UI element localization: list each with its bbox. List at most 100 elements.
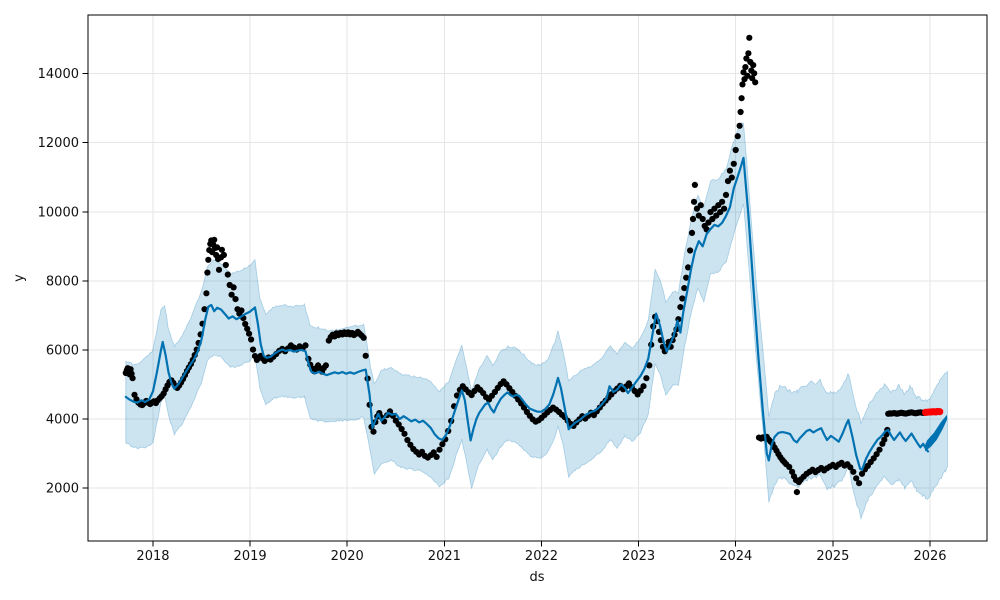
actual-point — [691, 181, 699, 188]
actual-point — [699, 215, 706, 223]
y-axis-ticks: 2000 4000 6000 8000 10000 12000 14000 — [38, 67, 88, 497]
actual-point — [881, 436, 888, 443]
actual-point — [362, 352, 369, 359]
actual-point — [204, 269, 211, 276]
actual-point — [439, 441, 446, 448]
actual-point — [734, 133, 741, 140]
actual-point — [719, 198, 726, 205]
actual-point — [248, 336, 255, 343]
y-tick-label: 12000 — [38, 136, 79, 151]
actual-point — [750, 62, 757, 69]
y-tick-label: 4000 — [46, 412, 79, 427]
actual-point — [398, 425, 405, 433]
plot-border — [87, 14, 988, 542]
actual-point — [242, 320, 249, 328]
actual-point — [360, 334, 367, 341]
actual-point — [436, 446, 443, 453]
x-tick-label: 2026 — [913, 549, 946, 564]
y-tick-label: 14000 — [38, 67, 79, 82]
actual-point — [681, 285, 688, 292]
y-tick-label: 10000 — [38, 205, 79, 220]
actual-point — [646, 362, 653, 369]
actual-point — [722, 191, 730, 198]
actual-point — [858, 470, 866, 477]
actual-point — [404, 436, 411, 444]
actual-point — [876, 446, 883, 453]
x-tick-label: 2020 — [331, 549, 364, 564]
actual-point — [742, 64, 749, 71]
actual-point — [728, 174, 735, 181]
actual-point — [793, 489, 801, 496]
actual-point — [856, 480, 863, 487]
x-axis-label: ds — [529, 570, 544, 585]
uncertainty-band — [125, 122, 948, 521]
x-tick-label: 2022 — [525, 549, 558, 564]
actual-point — [744, 72, 751, 79]
actual-point — [249, 346, 257, 353]
actual-point — [721, 205, 728, 212]
future-forecast-blob — [925, 414, 947, 452]
actual-point — [752, 79, 759, 86]
actual-point — [395, 421, 402, 428]
actual-point — [246, 330, 253, 337]
actual-point — [201, 306, 208, 313]
actual-point — [689, 215, 697, 223]
actual-point — [679, 295, 686, 302]
uncertainty-band-area — [125, 122, 948, 521]
actual-point — [687, 247, 694, 254]
actual-point — [203, 290, 210, 297]
forecast-line — [124, 156, 930, 472]
x-tick-label: 2019 — [234, 549, 267, 564]
actual-point — [732, 146, 739, 154]
actual-point — [218, 246, 225, 253]
x-tick-label: 2024 — [719, 549, 752, 564]
actual-point — [853, 475, 860, 482]
actual-point — [520, 404, 528, 411]
actual-point — [244, 325, 251, 332]
actual-point — [222, 261, 229, 269]
actual-point — [726, 167, 734, 174]
actual-point — [211, 236, 218, 243]
actual-point — [430, 449, 437, 456]
gridlines — [88, 15, 987, 541]
actual-point — [637, 387, 644, 394]
actual-point — [643, 375, 650, 382]
actual-point — [677, 304, 684, 311]
actual-point — [786, 463, 793, 470]
actual-point — [738, 95, 745, 102]
actual-point — [230, 284, 237, 291]
actual-point — [224, 271, 231, 278]
actual-point — [736, 122, 743, 129]
future-forecast-wedge — [925, 414, 947, 452]
x-tick-label: 2021 — [428, 549, 461, 564]
actual-point — [302, 342, 309, 349]
actual-point — [322, 362, 329, 369]
actual-point — [685, 264, 692, 271]
actual-point — [238, 307, 245, 314]
actual-point — [745, 50, 752, 57]
actual-point — [683, 274, 690, 281]
future-point-red — [936, 408, 944, 416]
forecast-yhat-line — [124, 156, 930, 472]
actual-point — [751, 70, 758, 77]
actual-point — [215, 266, 223, 273]
actual-point — [214, 244, 221, 251]
future-points-red — [922, 407, 944, 416]
x-axis-ticks: 2018 2019 2020 2021 2022 2023 2024 2025 2026 — [136, 541, 947, 564]
actual-point — [401, 430, 408, 437]
y-tick-label: 2000 — [46, 482, 79, 497]
axis-spines — [87, 14, 988, 542]
actual-point — [746, 34, 753, 41]
actual-point — [737, 108, 744, 116]
actual-point — [688, 229, 696, 236]
y-axis-label: y — [12, 274, 27, 282]
x-tick-label: 2023 — [622, 549, 655, 564]
actual-point — [205, 256, 212, 263]
actual-point — [697, 202, 704, 209]
x-tick-label: 2025 — [816, 549, 849, 564]
x-tick-label: 2018 — [136, 549, 169, 564]
y-tick-label: 6000 — [46, 343, 79, 358]
actual-point — [228, 291, 235, 298]
actual-point — [232, 296, 239, 303]
